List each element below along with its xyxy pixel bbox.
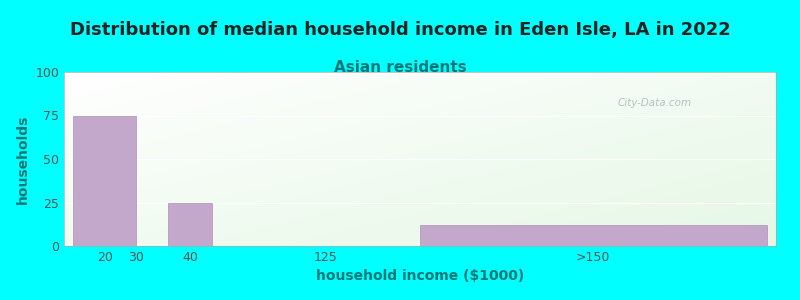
Bar <box>420 225 766 246</box>
Text: Distribution of median household income in Eden Isle, LA in 2022: Distribution of median household income … <box>70 21 730 39</box>
Bar <box>74 116 137 246</box>
X-axis label: household income ($1000): household income ($1000) <box>316 269 524 284</box>
Text: Asian residents: Asian residents <box>334 60 466 75</box>
Bar <box>168 202 212 246</box>
Text: City-Data.com: City-Data.com <box>618 98 692 108</box>
Y-axis label: households: households <box>16 114 30 204</box>
